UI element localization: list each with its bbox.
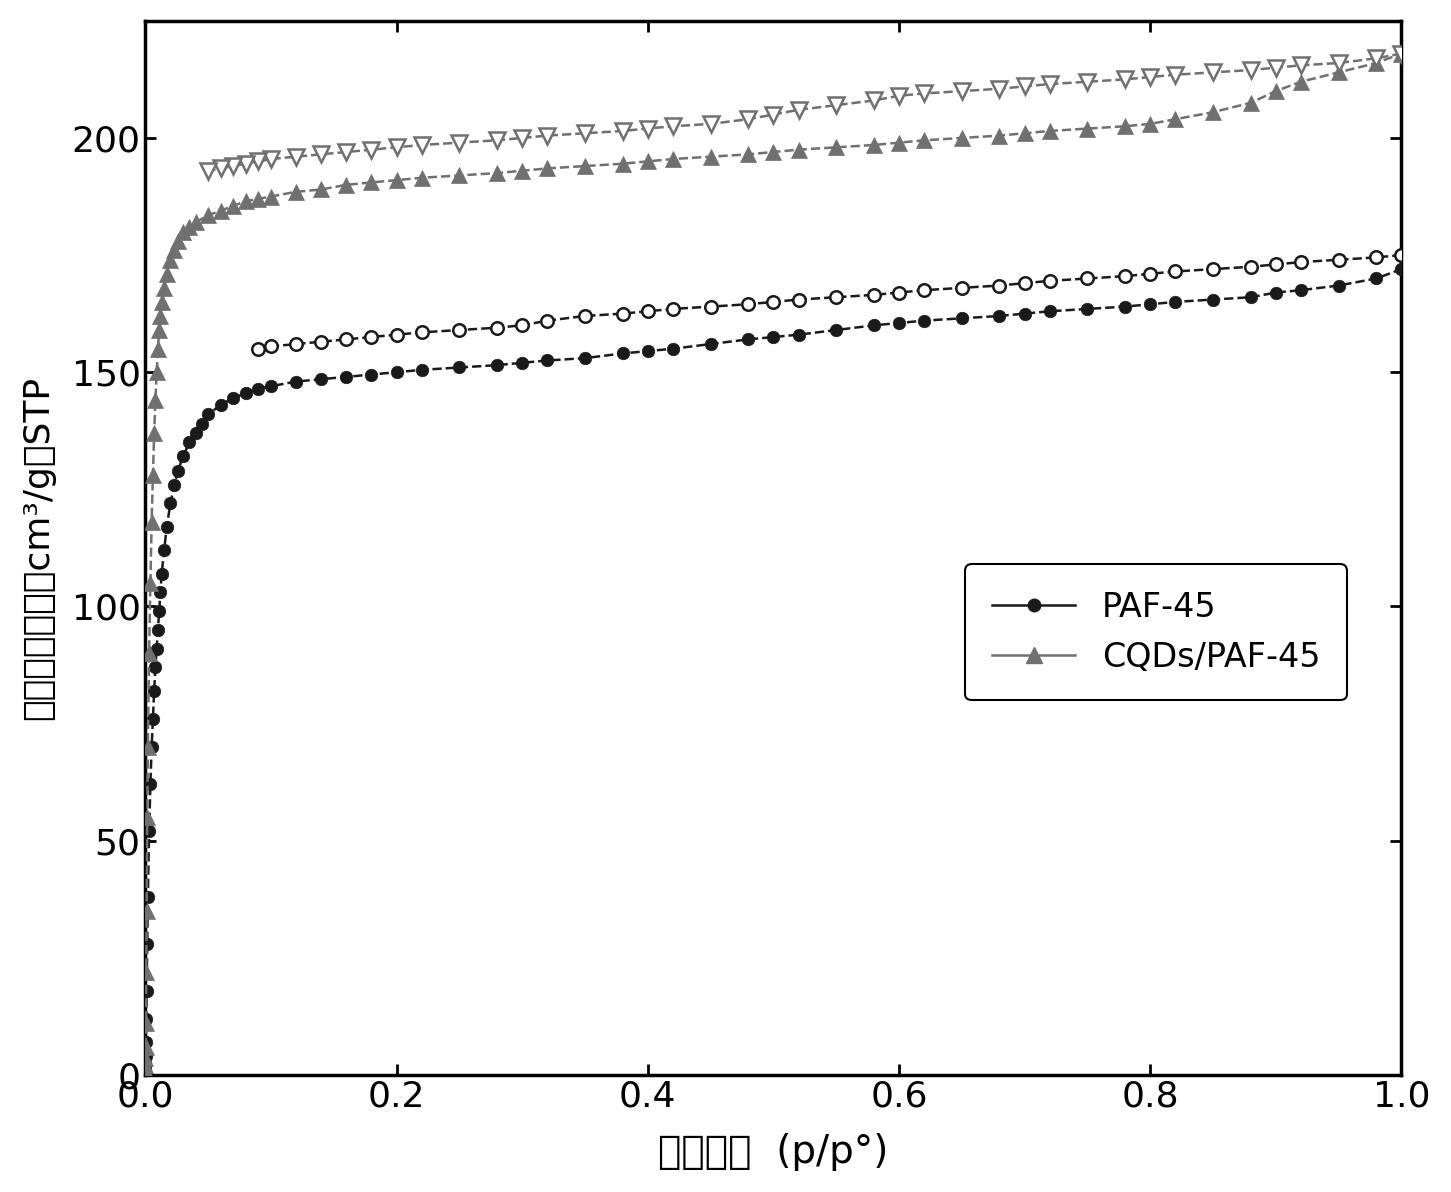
Legend: PAF-45, CQDs/PAF-45: PAF-45, CQDs/PAF-45	[965, 564, 1347, 700]
Y-axis label: 吸（脱）附量（cm³/g）STP: 吸（脱）附量（cm³/g）STP	[20, 375, 55, 720]
X-axis label: 相对压力  (p/p°): 相对压力 (p/p°)	[659, 1134, 888, 1172]
